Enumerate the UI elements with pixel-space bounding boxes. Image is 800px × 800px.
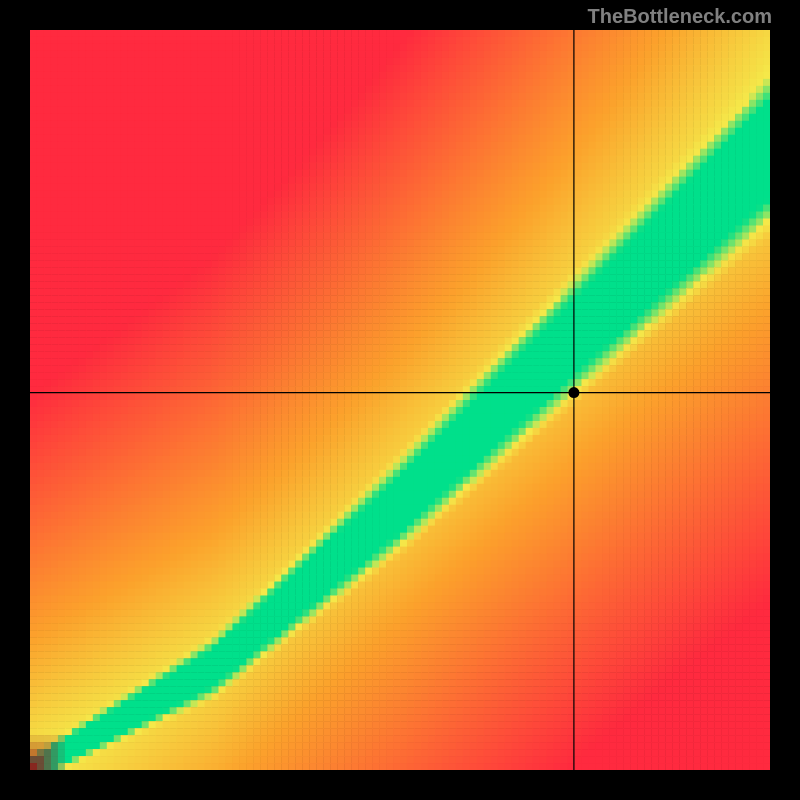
heatmap-canvas [30,30,770,770]
watermark-text: TheBottleneck.com [588,6,772,29]
chart-container: TheBottleneck.com [0,0,800,800]
heatmap-plot [30,30,770,770]
